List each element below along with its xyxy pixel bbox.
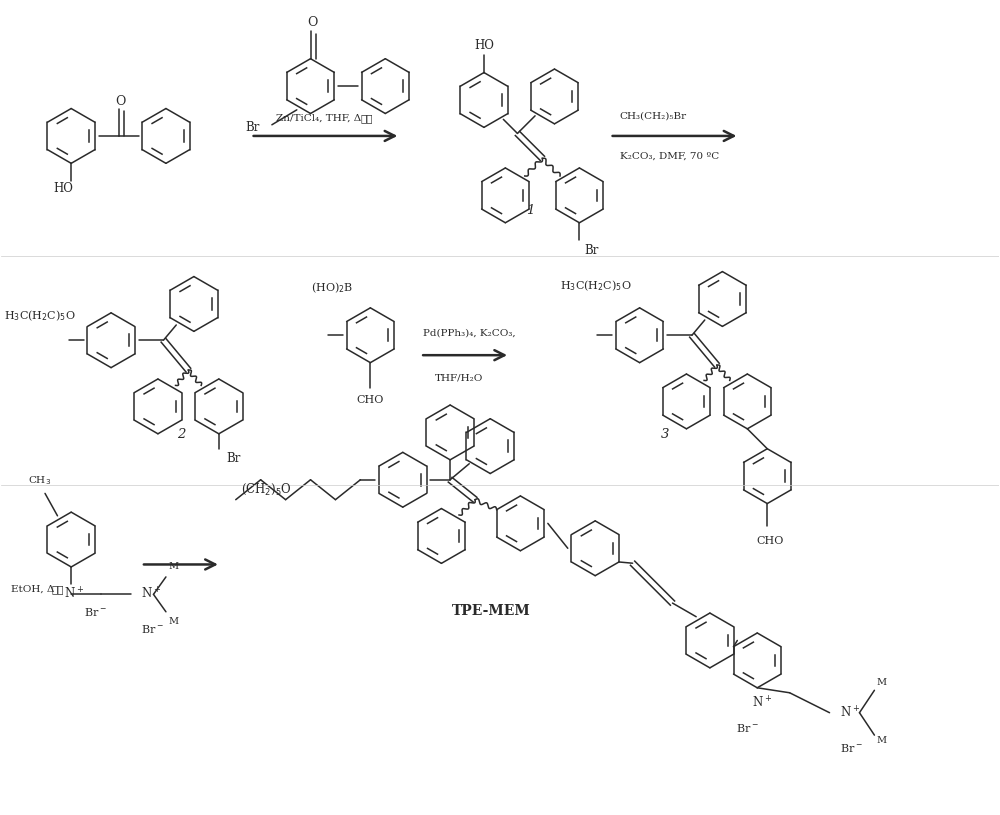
Text: 2: 2	[177, 429, 185, 442]
Text: H$_3$C(H$_2$C)$_5$O: H$_3$C(H$_2$C)$_5$O	[560, 278, 632, 293]
Text: THF/H₂O: THF/H₂O	[435, 373, 484, 382]
Text: (HO)$_2$B: (HO)$_2$B	[311, 280, 353, 295]
Text: M: M	[877, 736, 887, 745]
Text: Br$^-$: Br$^-$	[840, 742, 862, 754]
Text: CH₃(CH₂)₅Br: CH₃(CH₂)₅Br	[620, 112, 687, 121]
Text: HO: HO	[474, 38, 494, 51]
Text: Br$^-$: Br$^-$	[736, 721, 759, 734]
Text: Pd(PPh₃)₄, K₂CO₃,: Pd(PPh₃)₄, K₂CO₃,	[423, 328, 515, 337]
Text: Br: Br	[226, 452, 241, 465]
Text: CHO: CHO	[357, 395, 384, 405]
Text: (CH$_2$)$_5$O: (CH$_2$)$_5$O	[241, 482, 292, 497]
Text: CHO: CHO	[756, 536, 783, 546]
Text: M: M	[168, 562, 179, 571]
Text: HO: HO	[54, 182, 74, 195]
Text: Br: Br	[245, 121, 259, 134]
Text: K₂CO₃, DMF, 70 ºC: K₂CO₃, DMF, 70 ºC	[620, 152, 719, 161]
Text: O: O	[115, 95, 125, 108]
Text: M: M	[168, 617, 179, 626]
Text: Br: Br	[584, 244, 599, 257]
Text: N$^+$: N$^+$	[64, 587, 84, 602]
Text: Zn/TiCl₄, THF, Δ: Zn/TiCl₄, THF, Δ	[276, 114, 361, 123]
Text: CH$_3$: CH$_3$	[28, 474, 52, 487]
Text: 回流: 回流	[360, 114, 373, 123]
Text: M: M	[877, 678, 887, 687]
Text: EtOH, Δ: EtOH, Δ	[11, 585, 55, 594]
Text: 3: 3	[660, 429, 669, 442]
Text: 回流: 回流	[51, 585, 64, 594]
Text: O: O	[307, 16, 317, 29]
Text: H$_3$C(H$_2$C)$_5$O: H$_3$C(H$_2$C)$_5$O	[4, 308, 76, 323]
Text: 1: 1	[526, 205, 534, 217]
Text: Br$^-$: Br$^-$	[84, 606, 106, 618]
Text: N$^+$: N$^+$	[752, 695, 772, 711]
Text: N$^+$: N$^+$	[141, 587, 161, 602]
Text: Br$^-$: Br$^-$	[141, 623, 164, 635]
Text: TPE-MEM: TPE-MEM	[452, 604, 531, 618]
Text: N$^+$: N$^+$	[840, 705, 860, 720]
